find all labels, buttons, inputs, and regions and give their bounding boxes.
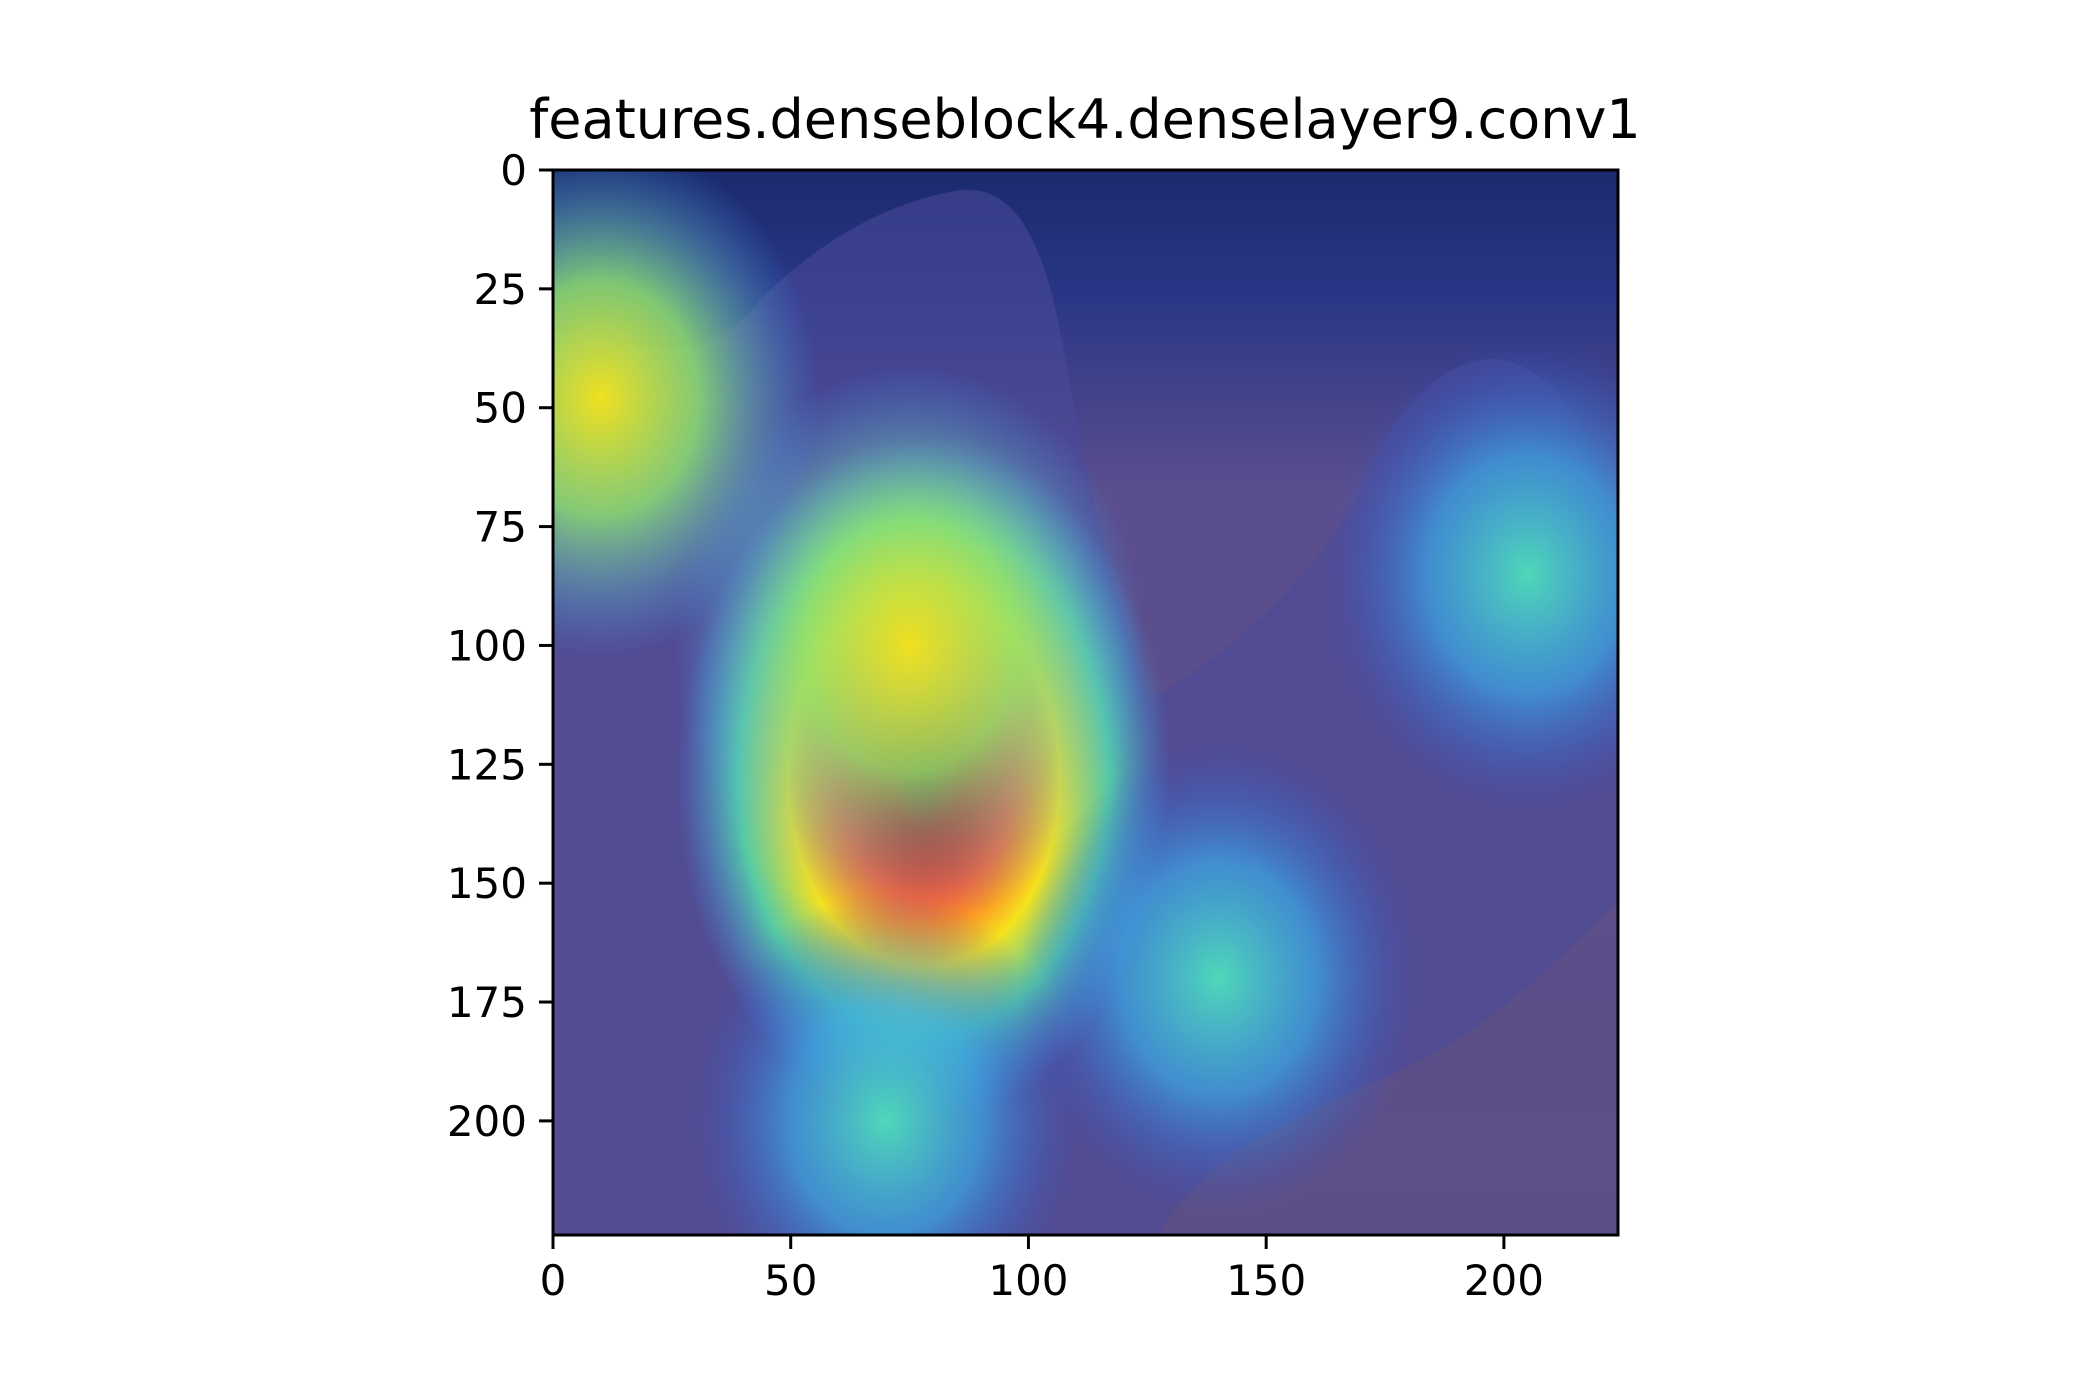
activation-peak-3 [1326, 336, 1618, 813]
activation-peak-4 [1018, 742, 1419, 1215]
activation-peak-5 [690, 890, 1081, 1235]
y-tick-label: 25 [474, 265, 527, 314]
heatmap-plot-area [553, 170, 1618, 1235]
y-tick-label: 50 [474, 384, 527, 433]
y-tick-label: 125 [447, 740, 527, 789]
activation-overlay [553, 170, 1618, 1235]
y-tick-label: 150 [447, 859, 527, 908]
y-axis: 0 25 50 75 100 125 150 175 200 [447, 146, 553, 1146]
x-tick-label: 50 [764, 1256, 817, 1305]
chart-title: features.denseblock4.denselayer9.conv1 [529, 88, 1640, 151]
x-tick-label: 200 [1464, 1256, 1544, 1305]
x-tick-label: 0 [540, 1256, 567, 1305]
y-tick-label: 0 [500, 146, 527, 195]
plot-frame [551, 168, 1620, 1237]
activation-peak-2 [553, 170, 820, 657]
x-axis: 0 50 100 150 200 [540, 1235, 1544, 1305]
x-tick-label: 100 [988, 1256, 1068, 1305]
y-tick-label: 175 [447, 978, 527, 1027]
y-tick-label: 200 [447, 1097, 527, 1146]
y-tick-label: 75 [474, 503, 527, 552]
x-tick-label: 150 [1226, 1256, 1306, 1305]
y-tick-label: 100 [447, 621, 527, 670]
